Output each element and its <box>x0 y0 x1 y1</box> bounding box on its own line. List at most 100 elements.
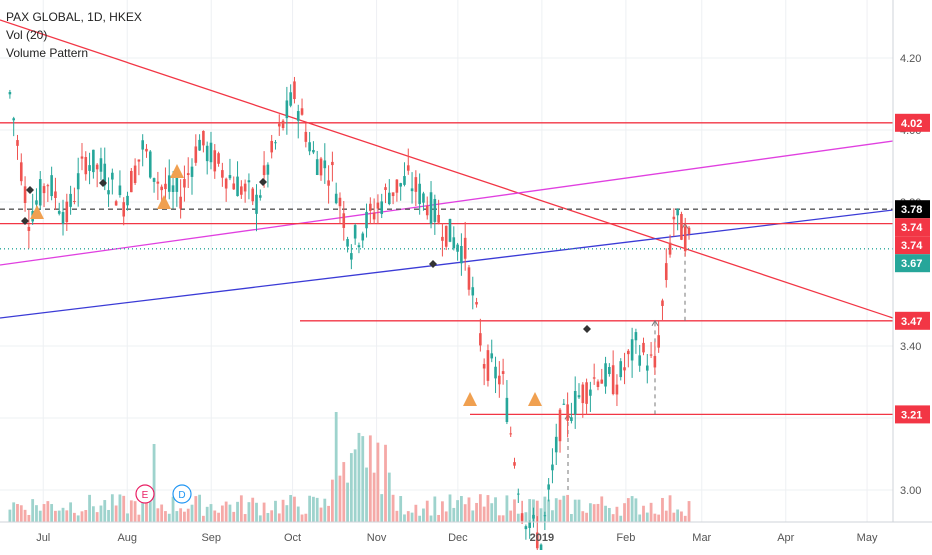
volume-bar <box>27 514 31 522</box>
volume-bar <box>592 504 596 522</box>
candle-body <box>441 236 444 241</box>
volume-bar <box>441 501 444 522</box>
candle-body <box>23 186 27 204</box>
volume-bar <box>570 513 573 522</box>
candle-body <box>467 267 471 290</box>
candle-body <box>532 514 535 519</box>
candle-body <box>296 111 300 121</box>
volume-bar <box>672 512 676 522</box>
volume-bar <box>156 508 160 522</box>
candle-body <box>365 211 368 229</box>
volume-bar <box>323 498 327 522</box>
volume-pattern-label: Volume Pattern <box>6 46 89 60</box>
volume-bar <box>539 508 543 522</box>
volume-bar <box>422 508 425 522</box>
candle-body <box>194 146 198 163</box>
candle-body <box>403 176 406 185</box>
volume-bar <box>505 495 509 522</box>
volume-bar <box>194 496 198 522</box>
volume-bar <box>42 504 46 522</box>
volume-bar <box>649 502 653 522</box>
candle-body <box>380 201 384 215</box>
volume-bar <box>179 508 183 522</box>
candle-body <box>304 131 308 142</box>
volume-bar <box>611 514 615 522</box>
candle-body <box>103 163 107 186</box>
volume-bar <box>524 512 528 522</box>
volume-bar <box>626 498 630 522</box>
volume-bar <box>501 515 505 522</box>
volume-bar <box>251 497 255 522</box>
candle-body <box>486 350 490 381</box>
time-tick-label: Oct <box>284 532 301 544</box>
volume-bar <box>365 467 368 522</box>
volume-bar <box>133 501 137 522</box>
candle-body <box>114 201 118 206</box>
diamond-marker <box>21 217 29 225</box>
candle-body <box>664 263 668 281</box>
volume-bar <box>141 496 145 522</box>
volume-bar <box>137 514 141 522</box>
candle-body <box>357 245 361 248</box>
candle-body <box>209 142 213 163</box>
volume-bar <box>406 511 410 522</box>
candle-body <box>448 218 452 242</box>
candle-body <box>327 180 330 186</box>
candle-body <box>315 159 319 175</box>
candle-body <box>494 366 497 379</box>
candle-body <box>566 404 569 421</box>
volume-bar <box>486 495 490 522</box>
candle-body <box>642 342 645 353</box>
volume-bar <box>384 444 387 522</box>
volume-bar <box>554 498 558 522</box>
candle-body <box>350 253 353 260</box>
volume-bar <box>319 507 323 522</box>
candle-body <box>323 160 327 169</box>
candle-body <box>277 123 281 127</box>
candle-body <box>630 339 634 361</box>
candle-body <box>255 194 258 214</box>
triangle-up-marker <box>157 195 171 209</box>
volume-bar <box>262 502 266 522</box>
price-badge <box>895 200 930 219</box>
volume-bar <box>38 510 42 522</box>
volume-bar <box>164 511 167 522</box>
candle-body <box>84 157 88 175</box>
volume-bar <box>475 502 478 522</box>
volume-bar <box>600 496 604 522</box>
volume-bar <box>399 496 403 522</box>
triangle-up-marker <box>170 164 184 178</box>
candle-body <box>334 193 338 204</box>
volume-bar <box>152 444 156 522</box>
volume-bar <box>232 511 236 522</box>
volume-bar <box>410 512 414 522</box>
trendlines[interactable] <box>0 19 894 490</box>
volume-bar <box>338 475 342 522</box>
volume-indicator-label: Vol (20) <box>6 28 48 42</box>
candle-body <box>251 188 255 202</box>
volume-bar <box>76 515 80 522</box>
candle-body <box>50 175 53 197</box>
candle-body <box>539 544 543 553</box>
candle-body <box>425 205 429 216</box>
candle-body <box>600 379 604 384</box>
symbol-title: PAX GLOBAL, 1D, HKEX <box>6 10 142 24</box>
volume-bar <box>577 499 581 522</box>
candle-body <box>65 201 69 223</box>
volume-bar <box>642 505 645 522</box>
candle-body <box>247 180 251 183</box>
candle-body <box>479 333 482 346</box>
candle-body <box>228 175 232 179</box>
price-badge <box>895 218 930 237</box>
volume-bar <box>353 449 357 522</box>
volume-bar <box>61 507 65 522</box>
volume-bar <box>543 496 547 522</box>
volume-bar <box>46 501 50 522</box>
volume-bar <box>387 472 391 522</box>
time-tick-label: May <box>857 532 878 544</box>
candle-body <box>95 164 99 170</box>
diamond-marker <box>259 178 267 186</box>
